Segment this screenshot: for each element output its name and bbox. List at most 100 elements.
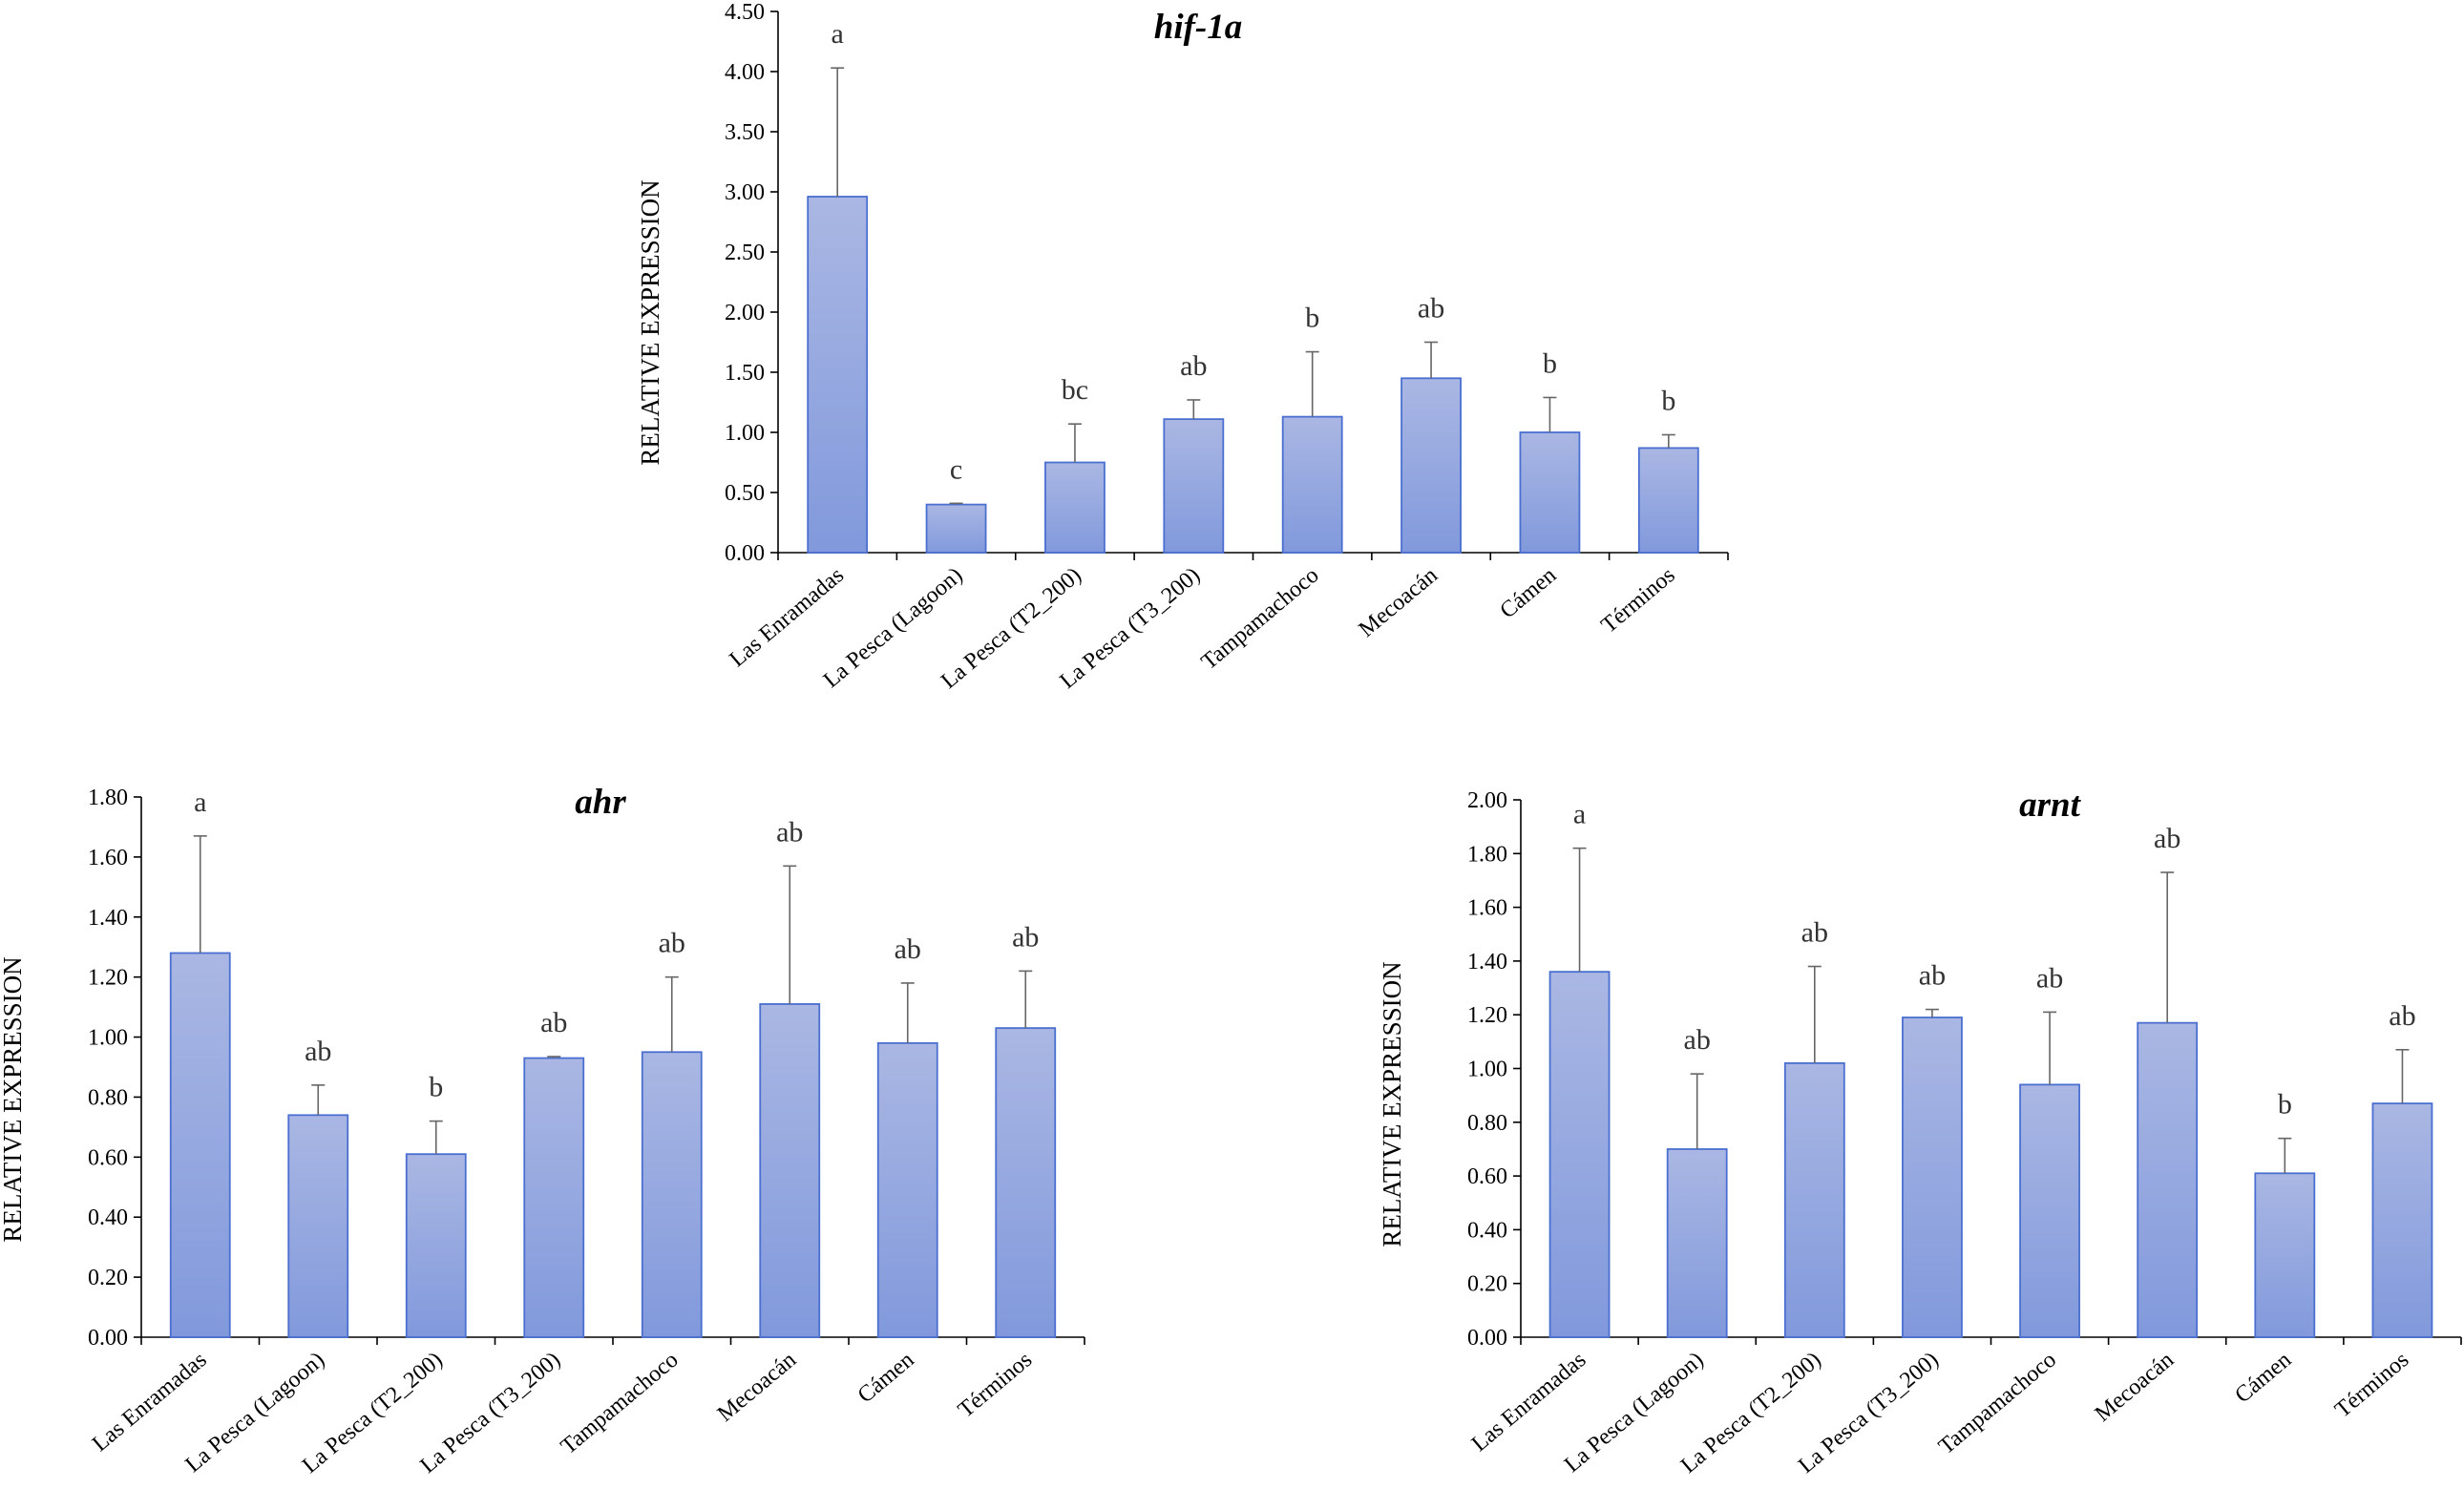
significance-letter: ab [2154, 823, 2180, 854]
significance-letter: ab [1180, 350, 1207, 382]
y-tick-label: 2.00 [725, 301, 765, 325]
bar [1400, 377, 1462, 554]
bar [1519, 431, 1581, 554]
bar [2371, 1102, 2433, 1338]
y-tick-label: 3.00 [725, 180, 765, 205]
x-tick-label: Términos [1596, 563, 1679, 639]
bar [523, 1057, 585, 1338]
y-tick-label: 3.50 [725, 120, 765, 145]
x-tick-label: Las Enramadas [1467, 1348, 1591, 1457]
plot-area: 0.00 0.50 1.00 1.50 2.00 2.50 3.00 3.50 4.00 4.50… [725, 0, 1729, 694]
significance-letter: b [429, 1072, 443, 1103]
bar [759, 1003, 821, 1338]
significance-letter: b [1543, 347, 1557, 379]
y-tick-label: 0.20 [88, 1266, 128, 1290]
x-tick-label: Las Enramadas [88, 1348, 212, 1457]
y-tick-label: 0.40 [88, 1205, 128, 1230]
chart-title: ahr [575, 783, 626, 822]
x-tick-label: Mecoacán [713, 1348, 801, 1427]
significance-letter: b [2278, 1089, 2292, 1121]
bar [1163, 418, 1225, 554]
y-tick-label: 0.00 [725, 541, 765, 566]
significance-letter: b [1661, 386, 1675, 417]
y-tick-label: 1.60 [88, 846, 128, 870]
bar [2254, 1172, 2316, 1338]
bar [1783, 1061, 1845, 1338]
y-tick-label: 4.00 [725, 60, 765, 85]
y-tick-label: 1.80 [88, 786, 128, 810]
chart-title: arnt [2019, 786, 2081, 825]
x-tick-label: Términos [954, 1348, 1037, 1423]
significance-letter: ab [1418, 293, 1444, 325]
bar [876, 1041, 938, 1338]
x-tick-label: Cámen [1496, 563, 1562, 624]
bar [1637, 447, 1699, 554]
chart-arnt: arnt RELATIVE EXPRESSION 0.00 0.20 0.40 0.6… [1378, 786, 2462, 1478]
y-tick-label: 2.00 [1467, 788, 1507, 813]
significance-letter: ab [2389, 1000, 2415, 1032]
significance-letter: ab [776, 816, 803, 848]
y-tick-label: 0.60 [1467, 1164, 1507, 1189]
x-tick-label: Tampamachoco [1197, 563, 1324, 675]
x-tick-label: Tampamachoco [1934, 1348, 2061, 1459]
y-tick-label: 0.80 [1467, 1111, 1507, 1136]
bar [405, 1153, 467, 1338]
significance-letter: bc [1062, 374, 1088, 406]
bar [2019, 1083, 2080, 1338]
bar [287, 1114, 349, 1338]
bar [1666, 1148, 1728, 1338]
plot-area: 0.00 0.20 0.40 0.60 0.80 1.00 1.20 1.40 1.60 1.80… [1467, 788, 2462, 1478]
bar [169, 952, 231, 1338]
y-tick-label: 1.20 [1467, 1003, 1507, 1028]
y-tick-label: 0.00 [1467, 1326, 1507, 1351]
y-axis-label: RELATIVE EXPRESSION [0, 956, 27, 1242]
y-tick-label: 0.60 [88, 1145, 128, 1170]
bar [995, 1027, 1057, 1338]
significance-letter: b [1305, 303, 1319, 334]
bar [641, 1051, 703, 1338]
bar [1902, 1016, 1963, 1338]
significance-letter: ab [1919, 960, 1946, 992]
y-tick-label: 1.50 [725, 361, 765, 386]
bar [1044, 461, 1106, 554]
y-tick-label: 0.00 [88, 1326, 128, 1351]
bar [1548, 971, 1611, 1338]
x-tick-label: Términos [2330, 1348, 2413, 1423]
significance-letter: a [194, 786, 206, 818]
significance-letter: ab [895, 933, 921, 965]
significance-letter: ab [540, 1007, 567, 1038]
y-tick-label: 4.50 [725, 0, 765, 25]
significance-letter: ab [1684, 1024, 1711, 1056]
significance-letter: a [1573, 799, 1586, 830]
y-tick-label: 1.20 [88, 966, 128, 991]
y-tick-label: 1.80 [1467, 842, 1507, 867]
x-tick-label: Mecoacán [1355, 563, 1443, 642]
significance-letter: ab [2036, 962, 2063, 994]
plot-area: 0.00 0.20 0.40 0.60 0.80 1.00 1.20 1.40 1.60 1.80… [88, 786, 1085, 1478]
y-tick-label: 0.40 [1467, 1218, 1507, 1243]
y-tick-label: 0.80 [88, 1085, 128, 1110]
significance-letter: ab [305, 1036, 331, 1067]
x-tick-label: Las Enramadas [726, 563, 850, 673]
chart-ahr: ahr RELATIVE EXPRESSION 0.00 0.20 0.40 0.60… [0, 783, 1085, 1478]
y-tick-label: 1.40 [88, 906, 128, 931]
y-tick-label: 1.00 [88, 1026, 128, 1051]
y-tick-label: 1.40 [1467, 950, 1507, 975]
significance-letter: c [950, 453, 962, 485]
y-axis-label: RELATIVE EXPRESSION [636, 179, 664, 465]
chart-hif-1a: hif-1a RELATIVE EXPRESSION 0.00 0.50 1.00 1… [636, 0, 1729, 694]
y-tick-label: 0.20 [1467, 1272, 1507, 1297]
y-tick-label: 1.60 [1467, 896, 1507, 921]
x-tick-label: Mecoacán [2091, 1348, 2179, 1427]
bar [807, 196, 869, 554]
bar [1281, 415, 1343, 554]
x-tick-label: Cámen [853, 1348, 919, 1409]
significance-letter: ab [1012, 921, 1039, 953]
significance-letter: ab [1801, 917, 1828, 949]
y-tick-label: 0.50 [725, 481, 765, 506]
y-axis-label: RELATIVE EXPRESSION [1378, 961, 1406, 1247]
y-tick-label: 1.00 [1467, 1058, 1507, 1082]
bar [925, 503, 987, 554]
y-tick-label: 1.00 [725, 421, 765, 446]
